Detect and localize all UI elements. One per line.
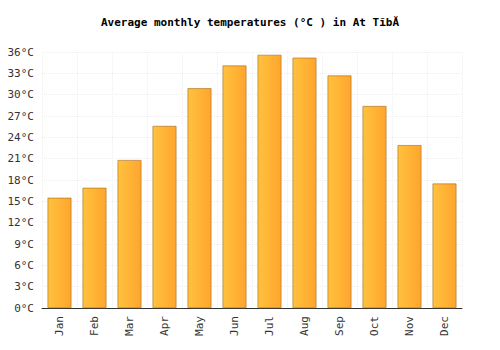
svg-text:0°C: 0°C	[14, 302, 34, 315]
svg-text:Jun: Jun	[228, 316, 241, 336]
svg-text:27°C: 27°C	[8, 110, 35, 123]
svg-text:30°C: 30°C	[8, 88, 35, 101]
svg-text:Jul: Jul	[263, 316, 276, 336]
svg-text:12°C: 12°C	[8, 216, 35, 229]
svg-text:Feb: Feb	[88, 316, 101, 336]
svg-text:15°C: 15°C	[8, 195, 35, 208]
svg-text:Oct: Oct	[368, 316, 381, 336]
svg-text:Dec: Dec	[438, 316, 451, 336]
svg-text:Apr: Apr	[158, 316, 171, 336]
svg-text:May: May	[193, 316, 206, 336]
svg-text:18°C: 18°C	[8, 174, 35, 187]
svg-text:Jan: Jan	[53, 316, 66, 336]
svg-text:21°C: 21°C	[8, 152, 35, 165]
svg-text:Nov: Nov	[403, 316, 416, 336]
svg-text:24°C: 24°C	[8, 131, 35, 144]
svg-text:33°C: 33°C	[8, 67, 35, 80]
svg-text:9°C: 9°C	[14, 238, 34, 251]
svg-text:6°C: 6°C	[14, 259, 34, 272]
svg-text:Aug: Aug	[298, 316, 311, 336]
svg-text:36°C: 36°C	[8, 46, 35, 59]
svg-text:Sep: Sep	[333, 316, 346, 336]
svg-text:Average monthly temperatures (: Average monthly temperatures (°C ) in At…	[101, 16, 399, 29]
svg-text:Mar: Mar	[123, 316, 136, 336]
svg-text:3°C: 3°C	[14, 280, 34, 293]
